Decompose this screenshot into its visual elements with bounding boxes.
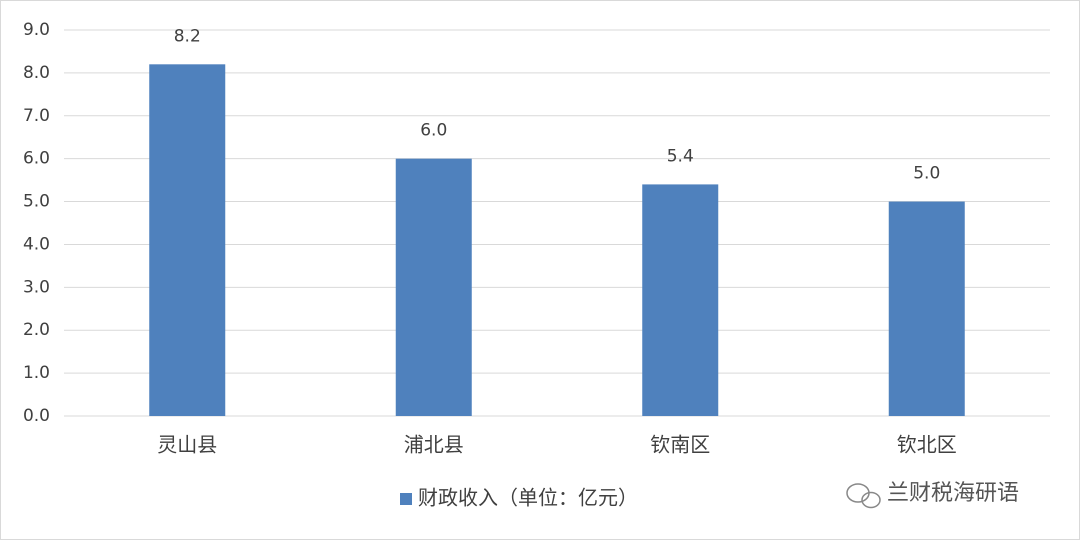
bar — [149, 64, 226, 417]
y-tick-label: 1.0 — [23, 363, 50, 383]
x-tick-label: 浦北县 — [404, 433, 464, 457]
y-tick-label: 2.0 — [23, 320, 50, 340]
data-label: 5.4 — [667, 146, 694, 166]
watermark: 兰财税海研语 — [846, 481, 1019, 509]
x-tick-label: 钦北区 — [897, 433, 957, 457]
y-tick-label: 8.0 — [23, 63, 50, 83]
data-label: 5.0 — [913, 164, 940, 184]
data-label: 6.0 — [420, 121, 447, 141]
legend-swatch — [400, 493, 412, 505]
y-tick-label: 0.0 — [23, 406, 50, 426]
y-tick-label: 7.0 — [23, 106, 50, 126]
legend-label: 财政收入（单位：亿元） — [418, 486, 638, 510]
data-label: 8.2 — [174, 26, 201, 46]
y-tick-label: 4.0 — [23, 234, 50, 254]
x-tick-label: 灵山县 — [157, 433, 217, 457]
bar — [888, 201, 965, 416]
y-tick-label: 9.0 — [23, 20, 50, 40]
bar — [642, 184, 719, 416]
bar — [395, 158, 472, 416]
watermark-text: 兰财税海研语 — [887, 481, 1019, 506]
y-tick-label: 5.0 — [23, 192, 50, 212]
y-tick-label: 3.0 — [23, 277, 50, 297]
x-tick-label: 钦南区 — [650, 433, 710, 457]
y-tick-label: 6.0 — [23, 149, 50, 169]
